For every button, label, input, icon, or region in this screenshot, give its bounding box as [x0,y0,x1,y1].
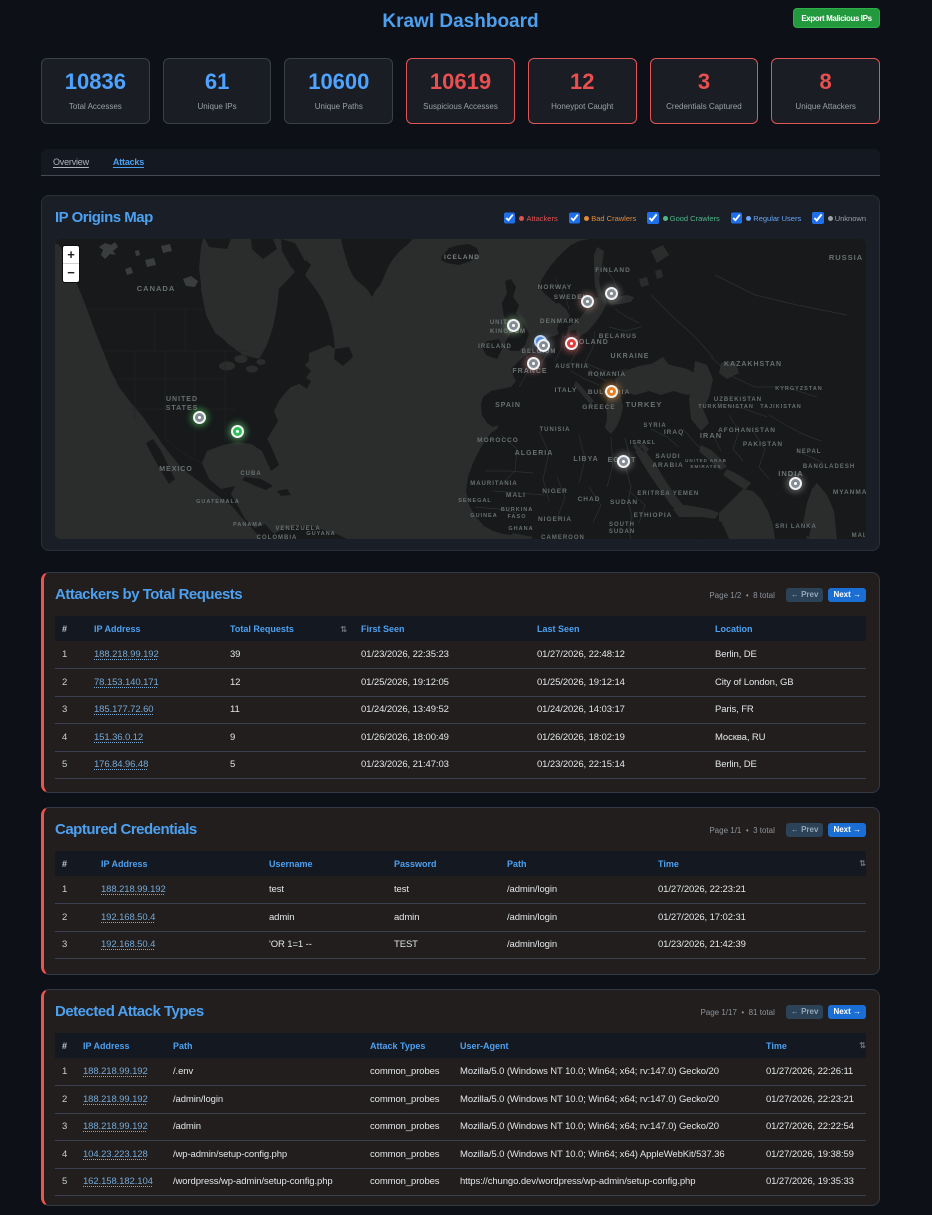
svg-text:CAMEROON: CAMEROON [541,535,585,539]
svg-text:UNITED: UNITED [490,320,518,326]
svg-text:CANADA: CANADA [137,284,176,293]
svg-text:GHANA: GHANA [508,526,533,532]
svg-text:ITALY: ITALY [555,387,578,394]
svg-text:BELGIUM: BELGIUM [522,349,557,355]
svg-text:RUSSIA: RUSSIA [829,253,863,262]
svg-text:VENEZUELA: VENEZUELA [275,526,320,532]
svg-text:NORWAY: NORWAY [538,284,573,291]
svg-text:MALI: MALI [506,492,526,499]
svg-text:STATES: STATES [166,405,199,412]
svg-text:IRAQ: IRAQ [664,429,684,436]
svg-text:ARABIA: ARABIA [652,462,683,469]
svg-text:CHAD: CHAD [578,496,601,503]
svg-text:SYRIA: SYRIA [643,423,666,429]
svg-text:DENMARK: DENMARK [540,318,580,325]
svg-text:FASO: FASO [508,514,527,520]
svg-text:IRAN: IRAN [700,431,722,440]
svg-text:BANGLADESH: BANGLADESH [803,464,855,470]
svg-text:UNITED: UNITED [166,396,198,403]
svg-text:UZBEKISTAN: UZBEKISTAN [714,397,762,403]
svg-text:BELARUS: BELARUS [599,333,637,340]
svg-text:SOUTH: SOUTH [609,522,635,528]
svg-text:IRELAND: IRELAND [478,344,512,350]
svg-text:KYRGYZSTAN: KYRGYZSTAN [775,386,822,392]
svg-text:SPAIN: SPAIN [495,402,521,409]
svg-text:UKRAINE: UKRAINE [611,353,650,360]
svg-text:INDIA: INDIA [778,469,803,478]
svg-text:GREECE: GREECE [582,404,615,411]
svg-text:PANAMA: PANAMA [233,522,263,528]
svg-text:COLOMBIA: COLOMBIA [257,535,298,539]
svg-text:MAURITANIA: MAURITANIA [470,481,518,487]
svg-text:SWEDEN: SWEDEN [554,294,589,301]
svg-text:SRI LANKA: SRI LANKA [775,524,817,530]
svg-text:AUSTRIA: AUSTRIA [555,364,589,370]
svg-text:BURKINA: BURKINA [501,507,533,513]
svg-text:NIGER: NIGER [542,488,568,495]
svg-text:FINLAND: FINLAND [595,267,631,274]
svg-text:TAJIKISTAN: TAJIKISTAN [760,404,802,410]
svg-text:TURKMENISTAN: TURKMENISTAN [698,404,754,410]
svg-text:SAUDI: SAUDI [655,453,680,460]
svg-text:YEMEN: YEMEN [673,491,699,497]
svg-text:ISRAEL: ISRAEL [630,440,656,446]
svg-text:GUINEA: GUINEA [470,513,497,519]
svg-text:SUDAN: SUDAN [610,499,638,506]
svg-text:FRANCE: FRANCE [512,368,547,375]
svg-text:MALAYSIA: MALAYSIA [852,533,866,539]
svg-text:ETHIOPIA: ETHIOPIA [634,512,673,519]
svg-text:EMIRATES: EMIRATES [691,464,722,469]
svg-text:POLAND: POLAND [573,339,609,346]
svg-text:MYANMAR: MYANMAR [833,489,866,496]
svg-text:MOROCCO: MOROCCO [477,437,519,444]
svg-text:CUBA: CUBA [240,471,261,477]
svg-text:KAZAKHSTAN: KAZAKHSTAN [724,361,782,368]
svg-text:TURKEY: TURKEY [626,400,663,409]
svg-text:TUNISIA: TUNISIA [540,427,571,433]
svg-text:SUDAN: SUDAN [609,529,635,535]
svg-text:ERITREA: ERITREA [637,491,670,497]
svg-text:NIGERIA: NIGERIA [538,516,572,523]
svg-text:UNITED ARAB: UNITED ARAB [685,458,727,463]
svg-text:GUATEMALA: GUATEMALA [196,499,240,505]
svg-text:SENEGAL: SENEGAL [458,498,492,504]
svg-text:ICELAND: ICELAND [444,254,480,261]
svg-text:AFGHANISTAN: AFGHANISTAN [718,427,776,434]
svg-text:ROMANIA: ROMANIA [588,371,626,378]
svg-text:GUYANA: GUYANA [306,531,335,537]
svg-text:ALGERIA: ALGERIA [515,450,554,457]
svg-text:PAKISTAN: PAKISTAN [743,441,783,448]
svg-text:LIBYA: LIBYA [573,456,598,463]
svg-text:KINGDOM: KINGDOM [490,329,526,335]
svg-text:NEPAL: NEPAL [797,449,822,455]
svg-text:MEXICO: MEXICO [159,466,193,473]
